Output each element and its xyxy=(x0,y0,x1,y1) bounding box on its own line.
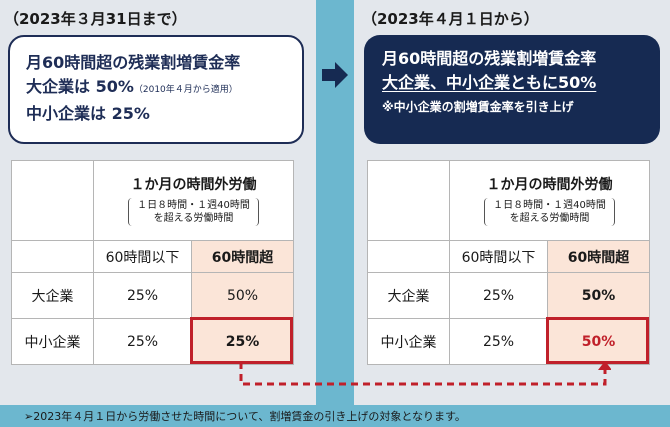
table-corner-2 xyxy=(367,240,450,273)
table-corner-2 xyxy=(11,240,94,273)
header-sub: １日８時間・１週40時間 を超える労働時間 xyxy=(484,198,615,226)
row-label-sme: 中小企業 xyxy=(11,318,94,365)
large-under-rate: 25% xyxy=(449,272,548,319)
col-under-60: 60時間以下 xyxy=(449,240,548,273)
old-rate-title: 月60時間超の残業割増賃金率 xyxy=(26,53,241,72)
new-rate-all: 大企業、中小企業ともに50% xyxy=(382,73,597,92)
table-header: １か月の時間外労働 １日８時間・１週40時間 を超える労働時間 xyxy=(448,160,651,241)
old-rate-small: 中小企業は 25% xyxy=(26,104,150,123)
header-sub-line2: を超える労働時間 xyxy=(509,213,590,224)
col-over-60: 60時間超 xyxy=(190,240,295,273)
header-main: １か月の時間外労働 xyxy=(130,177,257,193)
sme-under-rate: 25% xyxy=(449,318,548,365)
old-rate-large-text: 大企業は 50% xyxy=(26,77,134,96)
rate-table-after: １か月の時間外労働 １日８時間・１週40時間 を超える労働時間 60時間以下 6… xyxy=(367,160,651,365)
large-under-rate: 25% xyxy=(93,272,192,319)
new-rate-box: 月60時間超の残業割増賃金率 大企業、中小企業ともに50% ※中小企業の割増賃金… xyxy=(364,35,660,144)
table-header: １か月の時間外労働 １日８時間・１週40時間 を超える労働時間 xyxy=(92,160,295,241)
header-sub-line1: １日８時間・１週40時間 xyxy=(493,200,606,211)
col-over-60: 60時間超 xyxy=(546,240,651,273)
row-label-large: 大企業 xyxy=(11,272,94,319)
col-under-60: 60時間以下 xyxy=(93,240,192,273)
old-rate-box: 月60時間超の残業割増賃金率 大企業は 50%（2010年４月から適用） 中小企… xyxy=(8,35,304,144)
table-corner xyxy=(11,160,94,241)
header-sub-line2: を超える労働時間 xyxy=(153,213,234,224)
period-label-after: （2023年４月１日から） xyxy=(362,10,539,28)
footer-note: ➢2023年４月１日から労働させた時間について、割増賃金の引き上げの対象となりま… xyxy=(24,410,466,423)
period-label-before: （2023年３月31日まで） xyxy=(4,10,187,28)
dashed-arrow-icon xyxy=(239,361,611,386)
large-over-rate: 50% xyxy=(546,272,651,319)
new-rate-note: ※中小企業の割増賃金率を引き上げ xyxy=(382,100,574,114)
table-corner xyxy=(367,160,450,241)
sme-under-rate: 25% xyxy=(93,318,192,365)
sme-over-rate: 25% xyxy=(190,318,295,365)
row-label-large: 大企業 xyxy=(367,272,450,319)
old-rate-large: 大企業は 50%（2010年４月から適用） xyxy=(26,75,288,102)
new-rate-title: 月60時間超の残業割増賃金率 xyxy=(382,49,597,68)
header-main: １か月の時間外労働 xyxy=(486,177,613,193)
header-sub-line1: １日８時間・１週40時間 xyxy=(137,200,250,211)
old-rate-large-note: （2010年４月から適用） xyxy=(133,85,238,95)
footer-band xyxy=(0,405,670,427)
row-label-sme: 中小企業 xyxy=(367,318,450,365)
rate-table-before: １か月の時間外労働 １日８時間・１週40時間 を超える労働時間 60時間以下 6… xyxy=(11,160,295,365)
sme-over-rate: 50% xyxy=(546,318,651,365)
header-sub: １日８時間・１週40時間 を超える労働時間 xyxy=(128,198,259,226)
arrow-right-icon xyxy=(322,62,348,88)
large-over-rate: 50% xyxy=(190,272,295,319)
